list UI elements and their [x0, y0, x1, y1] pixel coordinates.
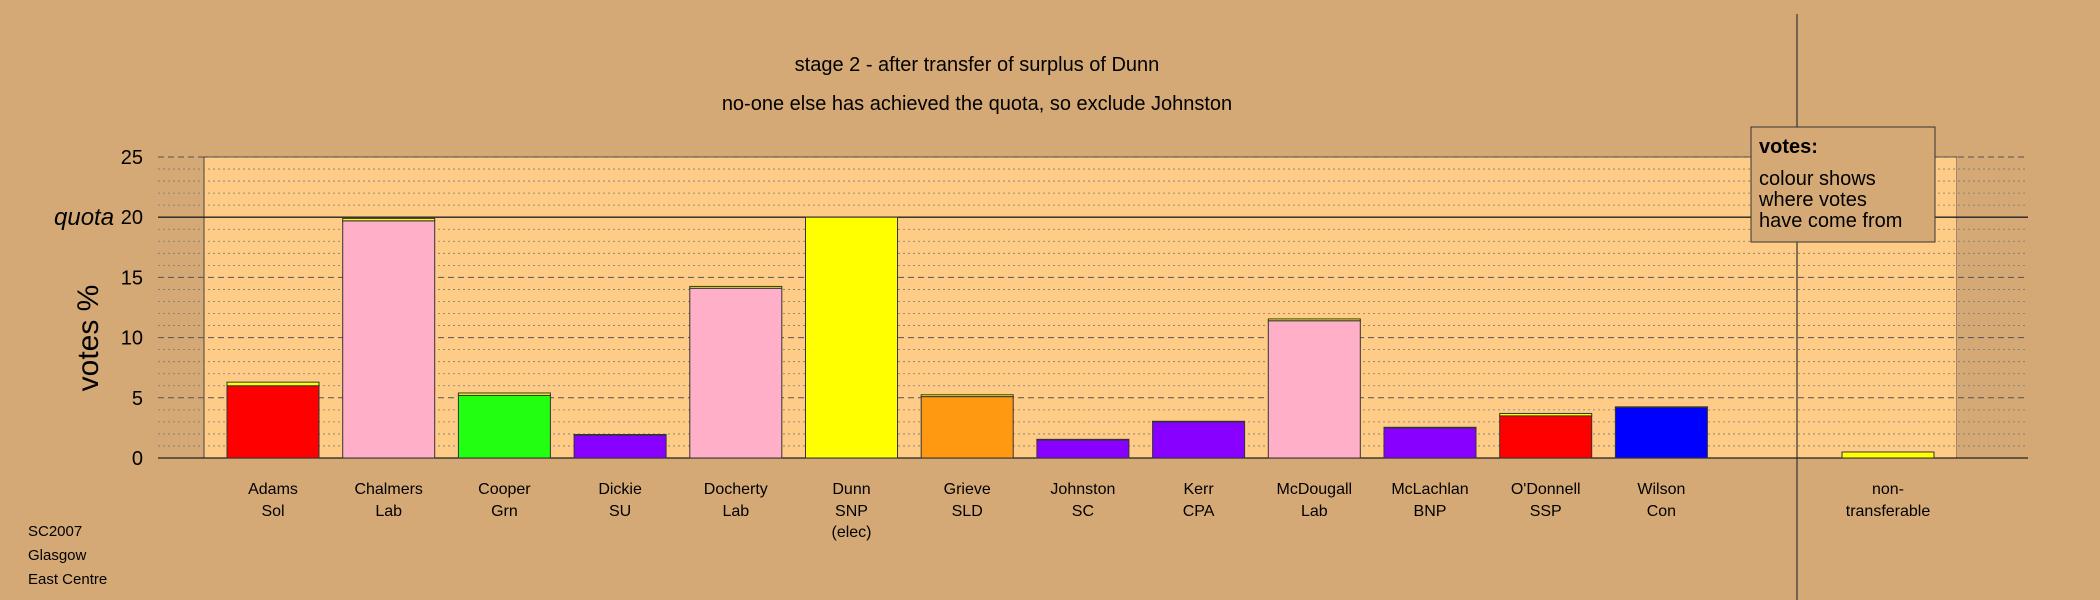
y-tick-label: 10: [121, 328, 143, 350]
bar-segment: [1152, 420, 1246, 423]
bar-segment: [226, 385, 320, 459]
candidate-name: Wilson: [1637, 481, 1685, 498]
bars: [226, 216, 1935, 459]
candidate-party: Lab: [375, 503, 402, 520]
bar-segment: [342, 220, 436, 459]
candidate-name: McLachlan: [1391, 481, 1468, 498]
bar-segment: [1267, 320, 1361, 459]
y-tick-label: 15: [121, 267, 143, 289]
y-tick-label: 0: [132, 448, 143, 470]
bar-segment: [1267, 318, 1361, 322]
candidate-name: Adams: [248, 481, 298, 498]
legend-line-2: where votes: [1758, 189, 1867, 211]
y-tick-label: 25: [121, 147, 143, 169]
bar-segment: [689, 285, 783, 289]
chart-subtitle: no-one else has achieved the quota, so e…: [722, 93, 1232, 115]
bar-segment: [457, 392, 551, 396]
candidate-labels: Adams Sol Chalmers Lab Cooper Grn Dickie SU Doch…: [248, 481, 1930, 541]
candidate-party: SLD: [952, 503, 983, 520]
bar-segment: [1383, 427, 1477, 459]
bar-segment: [1499, 415, 1593, 459]
legend-box: [1750, 126, 1936, 243]
footer-line-2: Glasgow: [28, 547, 87, 564]
bar-segment: [1499, 412, 1593, 417]
y-tick-labels: 0 5 10 15 20 25: [121, 147, 143, 470]
candidate-party: Sol: [261, 503, 284, 520]
candidate-name: Kerr: [1183, 481, 1214, 498]
legend-title: votes:: [1759, 136, 1818, 158]
legend: votes: colour shows where votes have com…: [1750, 126, 1936, 243]
candidate-name: Grieve: [944, 481, 991, 498]
candidate-name: Chalmers: [354, 481, 422, 498]
chart-title: stage 2 - after transfer of surplus of D…: [795, 54, 1160, 76]
candidate-name: Docherty: [704, 481, 768, 498]
bar-segment: [805, 216, 898, 459]
candidate-party: Lab: [722, 503, 749, 520]
candidate-party: SC: [1072, 503, 1094, 520]
candidate-party: CPA: [1183, 503, 1215, 520]
quota-label: quota: [54, 204, 114, 231]
bar-segment: [226, 381, 320, 387]
footer-line-1: SC2007: [28, 523, 82, 540]
plot-area-left-margin: [158, 157, 204, 458]
candidate-name: Cooper: [478, 481, 531, 498]
bar-segment: [1036, 439, 1130, 459]
nontransferable-label: transferable: [1846, 503, 1931, 520]
y-axis-label: votes %: [72, 285, 105, 392]
bar-segment: [457, 394, 551, 459]
bar-segment: [920, 396, 1014, 459]
legend-line-1: colour shows: [1759, 168, 1876, 190]
candidate-note: (elec): [831, 524, 871, 541]
bar-segment: [1614, 406, 1708, 408]
candidate-name: Johnston: [1050, 481, 1115, 498]
bar-segment: [342, 217, 436, 222]
legend-line-3: have come from: [1759, 210, 1902, 232]
candidate-name: Dunn: [832, 481, 870, 498]
candidate-party: Lab: [1301, 503, 1328, 520]
plot-area-right-margin: [1957, 157, 2028, 458]
nontransferable-label: non-: [1872, 481, 1904, 498]
footer-line-3: East Centre: [28, 571, 107, 588]
candidate-party: SNP: [835, 503, 868, 520]
candidate-party: SU: [609, 503, 631, 520]
bar-segment: [1152, 421, 1246, 459]
bar-segment: [1383, 426, 1477, 429]
candidate-party: Grn: [491, 503, 518, 520]
y-tick-label: 5: [132, 388, 143, 410]
bar-nontransferable: [1841, 451, 1935, 459]
bar-segment: [573, 434, 667, 459]
candidate-party: Con: [1647, 503, 1676, 520]
bar-segment: [1614, 406, 1708, 459]
candidate-name: O'Donnell: [1511, 481, 1581, 498]
bar-segment: [573, 434, 667, 436]
bar-segment: [689, 287, 783, 459]
candidate-party: BNP: [1414, 503, 1447, 520]
bar-segment: [1036, 438, 1130, 441]
y-tick-label: 20: [121, 207, 143, 229]
bar-segment: [920, 394, 1014, 398]
candidate-name: Dickie: [598, 481, 642, 498]
candidate-name: McDougall: [1277, 481, 1353, 498]
candidate-party: SSP: [1530, 503, 1562, 520]
